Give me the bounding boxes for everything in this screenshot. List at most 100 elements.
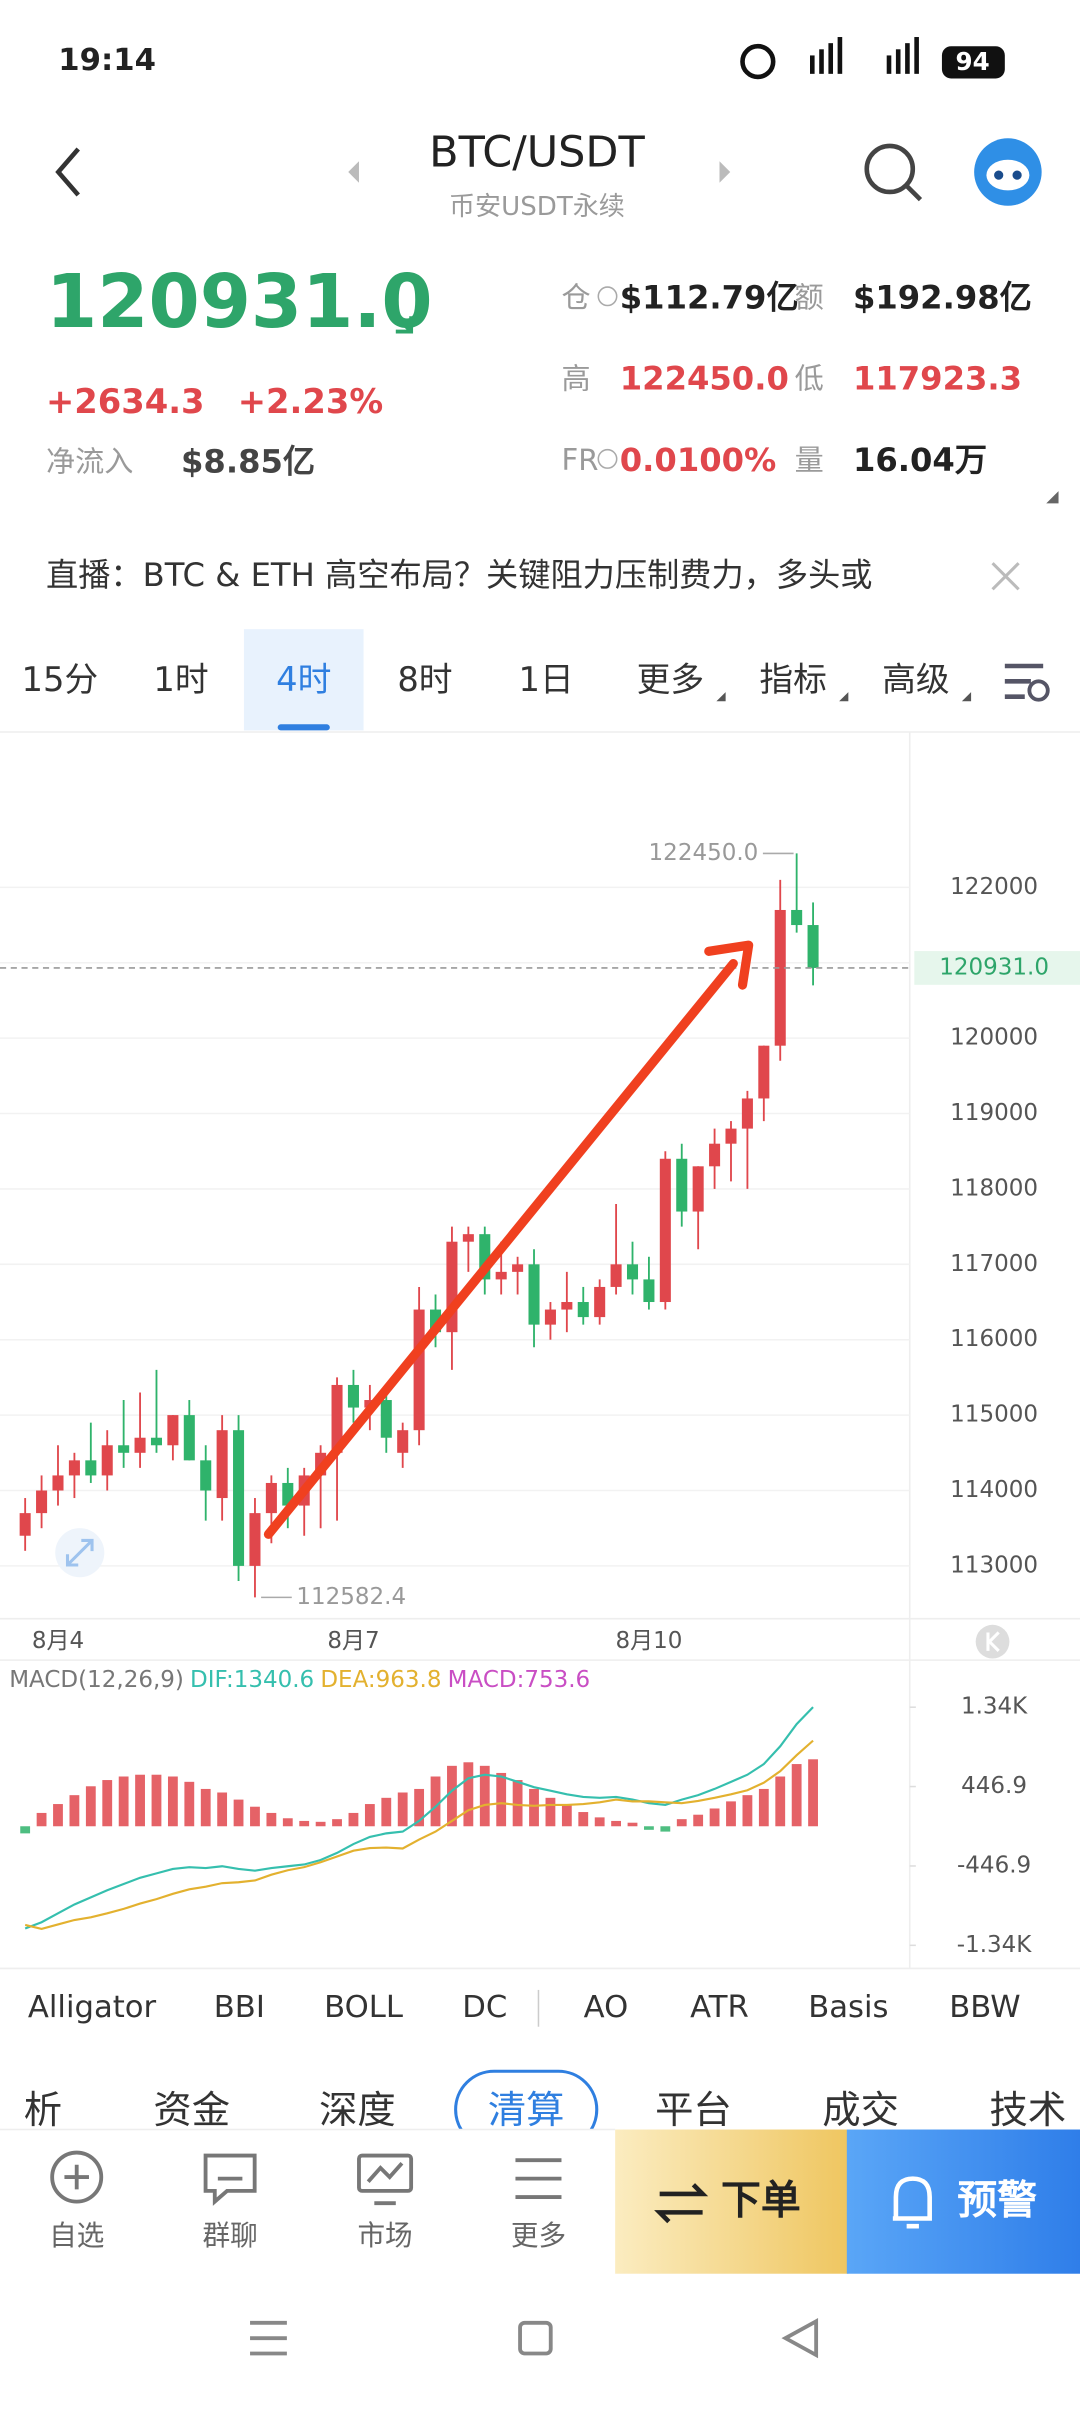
indicator[interactable]: BBW [949,1990,1020,2025]
macd-bar [348,1812,359,1827]
timeframe[interactable]: 指标 [759,660,827,699]
alert-icon [892,2176,932,2229]
tab[interactable]: 深度 [319,2088,396,2133]
timeframe[interactable]: 4时 [276,660,331,699]
timeframe[interactable]: 8时 [397,660,452,699]
timeframe[interactable]: 1日 [519,660,574,699]
fullscreen-button[interactable] [55,1528,105,1578]
info-icon[interactable] [597,448,618,469]
order-button[interactable] [615,2129,849,2274]
candle-body [101,1445,113,1476]
macd-bar [611,1820,621,1827]
macd-bar [250,1806,260,1827]
macd-bar [775,1776,786,1827]
x-tick-label: 8月7 [327,1628,379,1654]
indicator[interactable]: BOLL [324,1990,403,2025]
alert-label[interactable]: 预警 [957,2178,1037,2224]
macd-bar [266,1812,277,1827]
x-tick-label: 8月4 [32,1628,84,1654]
macd-bar [676,1819,687,1827]
next-symbol[interactable] [719,161,731,183]
candle-body [282,1482,294,1506]
indicator[interactable]: Alligator [28,1990,157,2025]
close-ticker[interactable] [991,562,1020,591]
avatar[interactable] [974,138,1042,206]
candle-body [807,925,819,968]
candle-body [200,1460,212,1491]
candle-body [594,1286,606,1318]
y-tick-label: -1.34K [957,1932,1033,1958]
order-label[interactable]: 下单 [721,2178,801,2224]
macd-bar [102,1780,113,1827]
tab[interactable]: 析 [24,2088,62,2133]
macd-bar [414,1788,425,1827]
candle-body [462,1234,474,1242]
stat-label: 仓 [561,280,590,314]
macd-bar [709,1808,720,1827]
tab[interactable]: 平台 [655,2088,732,2133]
macd-bar [315,1821,326,1827]
macd-bar [217,1792,228,1827]
news-ticker[interactable]: 直播：BTC & ETH 高空布局？关键阻力压制费力，多头或 [46,556,872,594]
tab[interactable]: 清算 [488,2088,565,2133]
tab[interactable]: 成交 [822,2088,899,2133]
candle-body [643,1279,655,1303]
candle-body [331,1384,343,1453]
macd-title: MACD(12,26,9) [9,1667,184,1693]
settings-icon[interactable] [1004,663,1050,702]
macd-bar [332,1819,342,1827]
scroll-latest[interactable] [975,1624,1010,1659]
net-inflow-label: 净流入 [46,445,133,479]
macd-bar [545,1797,556,1827]
last-price: 120931.0 [46,260,433,345]
dropdown-caret [716,692,726,702]
macd-bar [726,1801,736,1827]
candle-body [577,1302,589,1318]
y-tick-label: 117000 [950,1251,1038,1277]
tab[interactable]: 技术 [989,2088,1066,2133]
macd-bar [53,1804,63,1827]
indicator[interactable]: AO [584,1990,629,2025]
candle-body [512,1264,524,1272]
candle-body [495,1271,507,1280]
macd-bar [627,1822,638,1827]
y-tick-label: 1.34K [961,1694,1028,1720]
candle-body [725,1128,737,1144]
candle-body [52,1475,64,1491]
candle-body [36,1490,48,1514]
nav-item[interactable]: 更多 [511,2219,566,2252]
alert-button[interactable] [846,2129,1080,2274]
timeframe[interactable]: 1时 [153,660,208,699]
candle-body [249,1513,261,1566]
nav-item[interactable]: 自选 [49,2219,104,2252]
info-icon[interactable] [597,286,618,307]
macd-bar [282,1818,293,1827]
prev-symbol[interactable] [348,161,359,183]
y-tick-label: 113000 [950,1552,1038,1578]
y-tick-label: 115000 [950,1402,1038,1428]
search-button[interactable] [864,143,923,202]
y-tick-label: 119000 [950,1100,1038,1126]
candle-body [150,1437,162,1446]
timeframe[interactable]: 15分 [21,660,98,699]
back-button[interactable] [55,147,80,197]
indicator[interactable]: ATR [690,1990,749,2025]
macd-bar [447,1765,457,1827]
nav-item[interactable]: 市场 [357,2219,412,2252]
indicator[interactable]: Basis [808,1990,888,2025]
macd-bar [561,1804,572,1827]
candle-body [774,909,786,1046]
macd-bar [397,1792,408,1827]
candle-body [134,1437,146,1453]
drawn-arrow [263,940,754,1539]
candle-body [758,1045,770,1099]
indicator[interactable]: BBI [214,1990,265,2025]
indicator[interactable]: DC [462,1990,507,2025]
nav-item[interactable]: 群聊 [203,2219,258,2252]
macd-bar [578,1812,589,1827]
timeframe[interactable]: 更多 [637,660,705,699]
tab[interactable]: 资金 [153,2088,230,2133]
expand-corner[interactable] [1046,491,1059,504]
macd-bar [184,1781,195,1827]
timeframe[interactable]: 高级 [882,660,950,699]
